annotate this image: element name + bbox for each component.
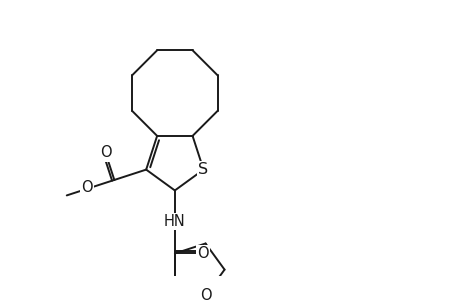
Text: O: O (100, 146, 111, 160)
Text: HN: HN (163, 214, 185, 229)
Text: O: O (197, 246, 208, 261)
Text: S: S (198, 162, 208, 177)
Text: O: O (81, 180, 92, 195)
Text: O: O (199, 288, 211, 300)
